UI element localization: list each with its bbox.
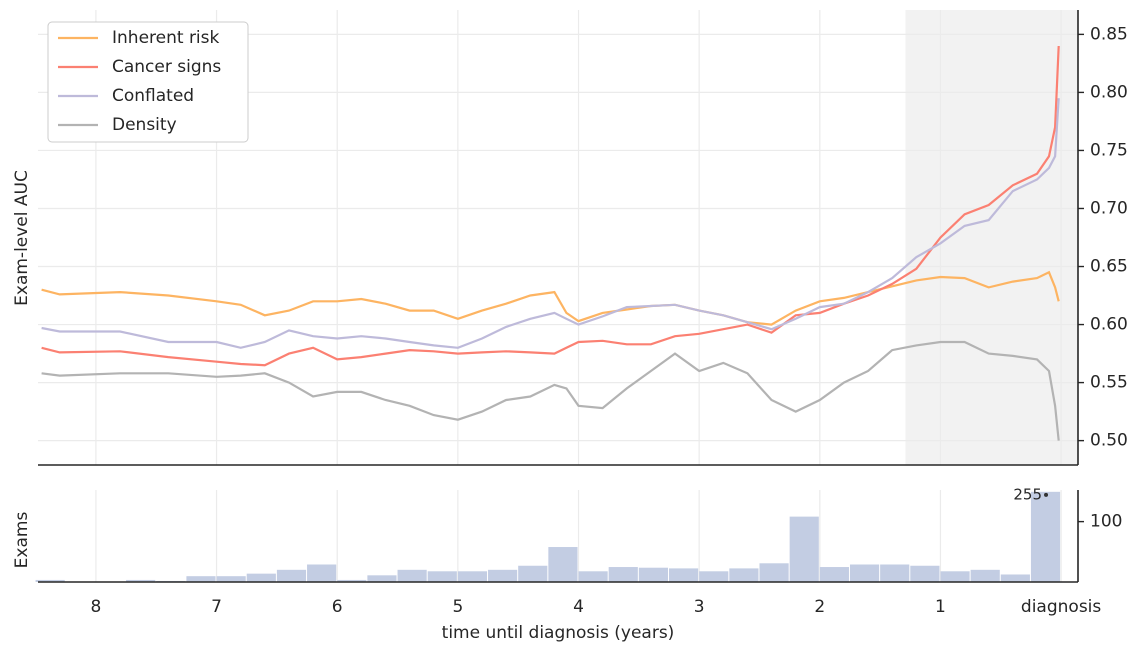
histogram-bar bbox=[1030, 491, 1061, 582]
y-tick-label: 0.70 bbox=[1090, 198, 1128, 218]
legend: Inherent risk Cancer signs Conflated Densit… bbox=[47, 21, 249, 143]
histogram-bar bbox=[488, 569, 518, 582]
x-tick-label: 3 bbox=[694, 597, 705, 617]
x-axis-label: time until diagnosis (years) bbox=[442, 623, 675, 643]
line-series bbox=[41, 340, 1060, 441]
line-series bbox=[41, 98, 1060, 349]
histogram-bar bbox=[638, 567, 668, 582]
histogram-bar bbox=[729, 568, 759, 582]
histogram-bar bbox=[337, 579, 367, 582]
histogram-bar bbox=[759, 563, 789, 582]
histogram-bar bbox=[789, 516, 819, 582]
shaded-region bbox=[905, 10, 1078, 465]
y-axis-label: Exam-level AUC bbox=[12, 170, 32, 306]
x-tick-label: 4 bbox=[573, 597, 584, 617]
histogram-bar bbox=[970, 569, 1000, 582]
x-tick-label: 5 bbox=[452, 597, 463, 617]
legend-label: Conflated bbox=[112, 86, 194, 106]
histogram-bar bbox=[668, 568, 699, 582]
x-tick-label: 1 bbox=[935, 597, 946, 617]
histogram-bar bbox=[397, 569, 427, 582]
histogram-bar bbox=[246, 573, 276, 582]
y-tick-label: 0.80 bbox=[1090, 82, 1128, 102]
histogram-bar bbox=[457, 571, 488, 582]
annotation-dot bbox=[1044, 492, 1049, 497]
y-tick-label: 0.55 bbox=[1090, 373, 1128, 393]
histogram-bar bbox=[216, 576, 246, 582]
legend-label: Density bbox=[112, 115, 177, 135]
histogram-bar bbox=[35, 579, 65, 582]
histogram-bar bbox=[186, 576, 216, 582]
histogram-bar bbox=[699, 571, 729, 582]
y-tick-label: 100 bbox=[1090, 512, 1122, 532]
legend-label: Cancer signs bbox=[112, 57, 221, 77]
histogram-bar bbox=[427, 571, 457, 582]
histogram-bar bbox=[276, 569, 307, 582]
x-tick-label: 7 bbox=[211, 597, 222, 617]
legend-box bbox=[47, 21, 249, 143]
x-tick-label: 2 bbox=[814, 597, 825, 617]
legend-label: Inherent risk bbox=[112, 28, 220, 48]
y-tick-label: 0.60 bbox=[1090, 315, 1128, 335]
y-tick-label: 0.65 bbox=[1090, 257, 1128, 277]
y-tick-label: 0.75 bbox=[1090, 140, 1128, 160]
histogram-bar bbox=[518, 565, 548, 582]
x-tick-label: 6 bbox=[332, 597, 343, 617]
histogram-bar bbox=[307, 564, 337, 582]
histogram-bar bbox=[608, 567, 638, 582]
line-series bbox=[41, 270, 1060, 326]
histogram-bar bbox=[910, 565, 940, 582]
annotation-label: 255 bbox=[1013, 485, 1042, 503]
x-tick-label: 8 bbox=[90, 597, 101, 617]
histogram-bar bbox=[578, 571, 608, 582]
histogram-bar bbox=[940, 571, 970, 582]
x-tick-label: diagnosis bbox=[1021, 597, 1101, 617]
histogram-bar bbox=[126, 579, 156, 582]
y-axis-label: Exams bbox=[12, 512, 32, 569]
histogram-bar bbox=[548, 547, 578, 582]
line-series bbox=[41, 45, 1060, 367]
histogram-bar bbox=[849, 564, 880, 582]
histogram-bar bbox=[880, 564, 910, 582]
histogram-bar bbox=[819, 567, 849, 582]
histogram-bar bbox=[1000, 574, 1030, 582]
y-tick-label: 0.85 bbox=[1090, 24, 1128, 44]
y-tick-label: 0.50 bbox=[1090, 431, 1128, 451]
histogram-bar bbox=[367, 575, 397, 582]
